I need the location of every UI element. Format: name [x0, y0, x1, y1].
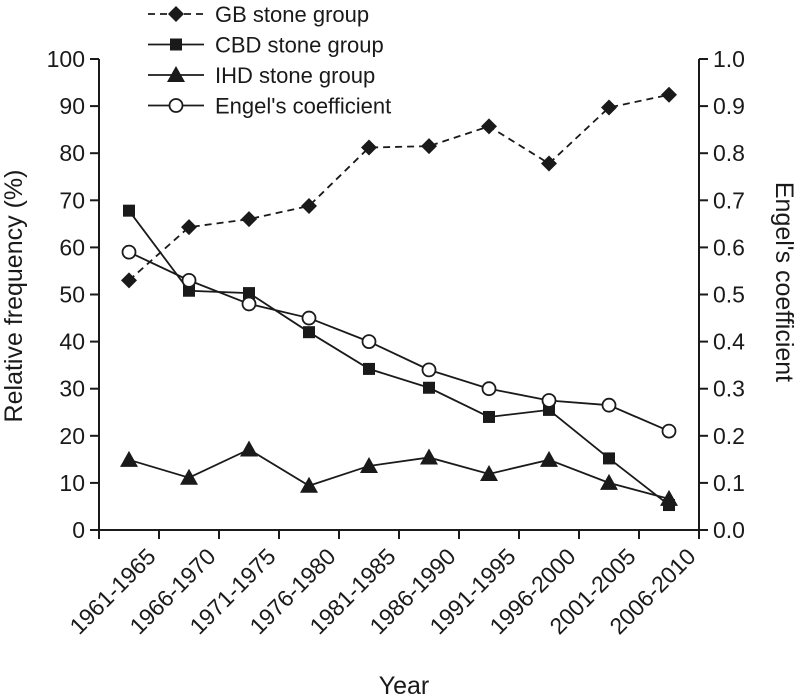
data-point-open-circle	[421, 362, 437, 378]
data-point-open-circle	[241, 296, 257, 312]
y2-tick-label: 0.4	[713, 329, 745, 355]
data-point-triangle	[240, 440, 258, 457]
y2-tick-label: 0.0	[713, 517, 745, 543]
data-point-square	[183, 284, 195, 297]
y2-tick-label: 0.2	[713, 423, 745, 449]
legend-label: GB stone group	[215, 2, 369, 27]
data-point-open-circle	[121, 244, 137, 260]
data-point-triangle	[480, 464, 498, 481]
legend-marker-square	[170, 38, 182, 51]
data-point-diamond	[241, 211, 257, 228]
data-point-triangle	[660, 489, 678, 506]
y2-tick-label: 1.0	[713, 46, 745, 72]
series-line-3	[128, 448, 670, 500]
y-tick-label: 10	[59, 470, 85, 496]
data-point-square	[483, 410, 495, 423]
data-point-square	[603, 452, 615, 465]
data-point-diamond	[121, 272, 137, 289]
data-point-diamond	[661, 86, 677, 103]
y-tick-label: 30	[59, 376, 85, 402]
data-point-triangle	[360, 456, 378, 473]
y2-tick-label: 0.9	[713, 93, 745, 119]
data-point-triangle	[300, 476, 318, 493]
data-point-open-circle	[541, 393, 557, 408]
data-point-open-circle	[601, 397, 617, 413]
y-tick-label: 90	[59, 93, 85, 119]
legend-label: CBD stone group	[215, 33, 384, 58]
legend-marker-triangle	[167, 66, 185, 82]
legend-label: Engel's coefficient	[215, 94, 391, 119]
y2-tick-label: 0.5	[713, 282, 745, 308]
data-point-open-circle	[661, 423, 677, 439]
data-point-diamond	[481, 118, 497, 135]
y-tick-label: 40	[59, 329, 85, 355]
data-point-square	[243, 287, 255, 300]
data-point-square	[363, 362, 375, 375]
series-layer	[120, 86, 678, 512]
data-point-triangle	[180, 468, 198, 485]
legend-marker-diamond	[168, 6, 184, 22]
y-tick-label: 60	[59, 234, 85, 260]
data-point-square	[303, 326, 315, 339]
y2-tick-label: 0.8	[713, 140, 745, 166]
data-point-triangle	[120, 450, 138, 467]
data-point-square	[123, 204, 135, 217]
legend: GB stone group CBD stone group IHD stone g…	[148, 2, 391, 119]
y2-tick-label: 0.6	[713, 234, 745, 260]
y-tick-label: 70	[59, 187, 85, 213]
y-axis-title: Relative frequency (%)	[0, 170, 28, 423]
y-tick-label: 0	[72, 517, 85, 543]
data-point-triangle	[540, 450, 558, 467]
y-tick-label: 20	[59, 423, 85, 449]
x-axis-title: Year	[379, 672, 430, 698]
data-point-diamond	[361, 139, 377, 156]
data-point-open-circle	[301, 310, 317, 326]
y2-tick-label: 0.3	[713, 376, 745, 402]
y2-tick-label: 0.1	[713, 470, 745, 496]
data-point-square	[423, 381, 435, 394]
data-point-diamond	[541, 155, 557, 172]
legend-label: IHD stone group	[215, 63, 375, 88]
y-tick-label: 80	[59, 140, 85, 166]
y-tick-label: 100	[47, 46, 85, 72]
y2-axis-title: Engel's coefficient	[770, 182, 798, 382]
y-tick-label: 50	[59, 282, 85, 308]
data-point-diamond	[181, 219, 197, 236]
series-line-4	[128, 251, 670, 432]
data-point-open-circle	[481, 381, 497, 397]
data-point-triangle	[600, 473, 618, 490]
data-point-open-circle	[361, 334, 377, 350]
series-line-1	[128, 93, 670, 282]
data-point-open-circle	[181, 272, 197, 288]
axes: 0 10 20 30 40 50 60 70 80 90 100 0.0 0.1 0.2 0.3 0.4 0.5…	[47, 46, 746, 639]
data-point-diamond	[601, 99, 617, 116]
y2-tick-label: 0.7	[713, 187, 745, 213]
data-point-diamond	[421, 138, 437, 155]
data-point-diamond	[301, 197, 317, 214]
data-point-triangle	[420, 448, 438, 465]
legend-marker-open-circle	[168, 98, 184, 113]
